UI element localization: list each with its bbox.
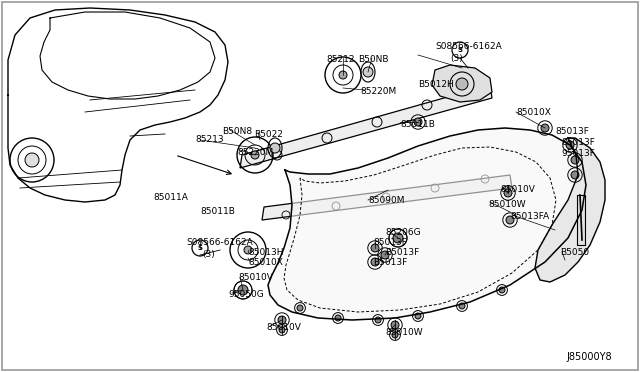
Circle shape — [238, 285, 248, 295]
Circle shape — [571, 156, 579, 164]
Circle shape — [456, 78, 468, 90]
Text: 85220M: 85220M — [237, 148, 273, 157]
Text: 85011A: 85011A — [153, 193, 188, 202]
Text: B5022: B5022 — [254, 130, 283, 139]
Circle shape — [335, 315, 341, 321]
Text: 85011B: 85011B — [200, 207, 235, 216]
Text: 85013H: 85013H — [248, 248, 284, 257]
Circle shape — [363, 67, 373, 77]
Text: 85212: 85212 — [326, 55, 355, 64]
Circle shape — [414, 118, 422, 126]
Text: (3): (3) — [450, 54, 463, 63]
Circle shape — [504, 189, 512, 197]
Polygon shape — [262, 175, 512, 220]
Text: 85013F: 85013F — [555, 127, 589, 136]
Text: B50N8: B50N8 — [222, 127, 252, 136]
Circle shape — [270, 143, 280, 153]
Text: 85010V: 85010V — [238, 273, 273, 282]
Circle shape — [566, 141, 574, 149]
Text: 85010V: 85010V — [500, 185, 535, 194]
Text: S08566-6162A: S08566-6162A — [435, 42, 502, 51]
Text: 85013F: 85013F — [373, 238, 407, 247]
Circle shape — [375, 317, 381, 323]
Circle shape — [339, 71, 347, 79]
Circle shape — [571, 171, 579, 179]
Text: S: S — [198, 245, 202, 251]
Circle shape — [393, 233, 403, 243]
Text: 85010W: 85010W — [385, 328, 422, 337]
Circle shape — [506, 216, 514, 224]
Circle shape — [459, 303, 465, 309]
Text: 95013F: 95013F — [561, 149, 595, 158]
Text: B5012H: B5012H — [418, 80, 454, 89]
Circle shape — [278, 316, 286, 324]
Text: S: S — [458, 47, 463, 53]
Text: 85090M: 85090M — [368, 196, 404, 205]
Text: B5013F: B5013F — [385, 248, 419, 257]
Text: (3): (3) — [202, 250, 215, 259]
Circle shape — [297, 305, 303, 311]
Text: 95050G: 95050G — [228, 290, 264, 299]
Text: B5050: B5050 — [560, 248, 589, 257]
Polygon shape — [268, 128, 586, 320]
Text: J85000Y8: J85000Y8 — [566, 352, 612, 362]
Circle shape — [415, 313, 421, 319]
Circle shape — [381, 251, 389, 259]
Text: 85013FA: 85013FA — [510, 212, 549, 221]
Circle shape — [371, 258, 379, 266]
Polygon shape — [240, 85, 492, 168]
Text: 85220M: 85220M — [360, 87, 396, 96]
Text: 85213: 85213 — [195, 135, 223, 144]
Bar — [577, 195, 585, 245]
Circle shape — [391, 321, 399, 329]
Polygon shape — [432, 65, 492, 102]
Text: 85013F: 85013F — [561, 138, 595, 147]
Polygon shape — [535, 138, 605, 282]
Text: 85010V: 85010V — [266, 323, 301, 332]
Text: S08566-6162A: S08566-6162A — [186, 238, 253, 247]
Text: 85010W: 85010W — [488, 200, 525, 209]
Text: 85011B: 85011B — [400, 120, 435, 129]
Circle shape — [251, 151, 259, 159]
Circle shape — [541, 124, 549, 132]
Circle shape — [371, 244, 379, 252]
Circle shape — [244, 246, 252, 254]
Text: B5013F: B5013F — [373, 258, 407, 267]
Circle shape — [392, 332, 398, 338]
Circle shape — [499, 287, 505, 293]
Text: 85206G: 85206G — [385, 228, 420, 237]
Text: 85010X: 85010X — [248, 258, 283, 267]
Circle shape — [25, 153, 39, 167]
Circle shape — [279, 327, 285, 333]
Text: 85010X: 85010X — [516, 108, 551, 117]
Text: B50NB: B50NB — [358, 55, 388, 64]
